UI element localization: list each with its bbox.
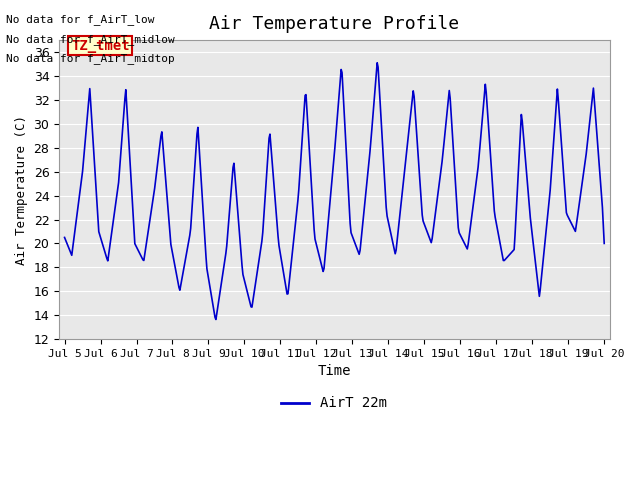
Text: No data for f_AirT_midlow: No data for f_AirT_midlow <box>6 34 175 45</box>
X-axis label: Time: Time <box>317 364 351 378</box>
Text: No data for f_AirT_low: No data for f_AirT_low <box>6 14 155 25</box>
Text: No data for f_AirT_midtop: No data for f_AirT_midtop <box>6 53 175 64</box>
Text: TZ_tmet: TZ_tmet <box>71 39 130 53</box>
Title: Air Temperature Profile: Air Temperature Profile <box>209 15 460 33</box>
Legend: AirT 22m: AirT 22m <box>276 391 393 416</box>
Y-axis label: Air Termperature (C): Air Termperature (C) <box>15 115 28 264</box>
